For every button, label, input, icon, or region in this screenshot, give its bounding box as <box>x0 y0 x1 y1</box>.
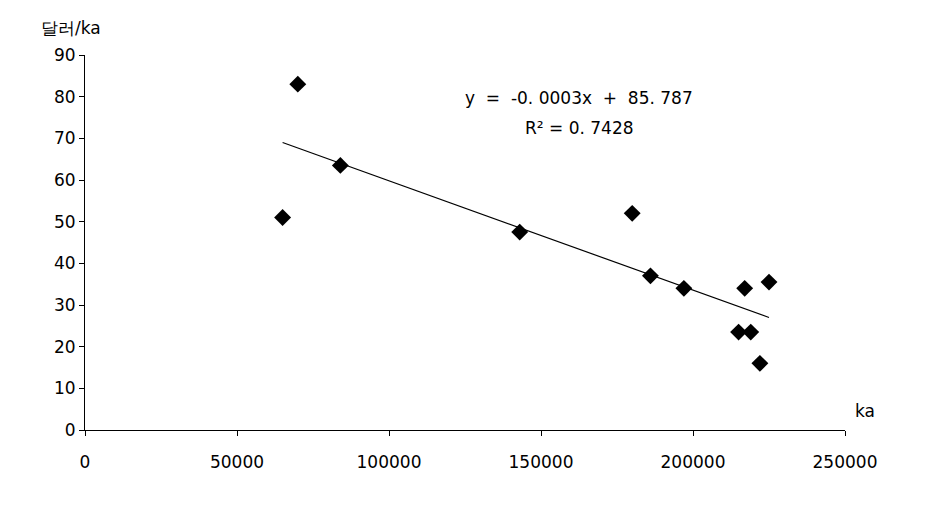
svg-text:70: 70 <box>54 128 76 148</box>
svg-text:50: 50 <box>54 212 76 232</box>
svg-text:10: 10 <box>54 378 76 398</box>
svg-text:달러/ka: 달러/ka <box>41 18 101 38</box>
svg-text:y = -0. 0003x + 85. 787: y = -0. 0003x + 85. 787 <box>465 88 693 108</box>
svg-text:200000: 200000 <box>661 452 726 472</box>
svg-text:50000: 50000 <box>210 452 264 472</box>
svg-text:ka: ka <box>855 401 875 421</box>
svg-text:0: 0 <box>65 420 76 440</box>
svg-text:20: 20 <box>54 337 76 357</box>
svg-text:0: 0 <box>80 452 91 472</box>
svg-text:40: 40 <box>54 253 76 273</box>
svg-text:60: 60 <box>54 170 76 190</box>
svg-text:80: 80 <box>54 87 76 107</box>
svg-text:250000: 250000 <box>813 452 878 472</box>
svg-text:100000: 100000 <box>357 452 422 472</box>
svg-text:30: 30 <box>54 295 76 315</box>
svg-text:R² = 0. 7428: R² = 0. 7428 <box>525 118 634 138</box>
svg-text:150000: 150000 <box>509 452 574 472</box>
svg-text:90: 90 <box>54 45 76 65</box>
